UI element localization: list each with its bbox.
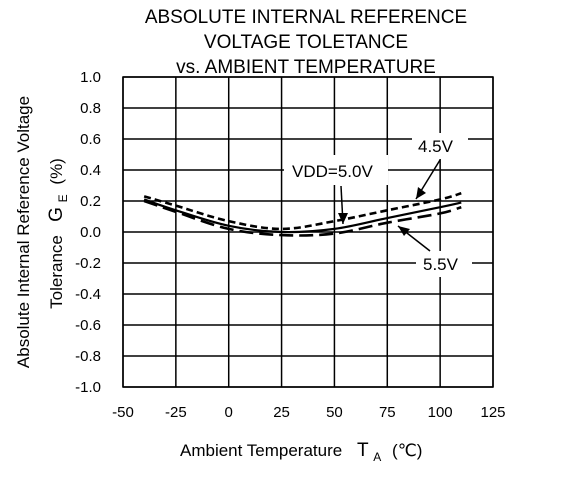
y-tick-label: -1.0 [75, 379, 101, 396]
y-tick-label: 0.4 [80, 162, 101, 179]
series-line-4-5v [143, 192, 462, 231]
chart-title-line-1: ABSOLUTE INTERNAL REFERENCE [145, 7, 467, 28]
series-lines [143, 192, 462, 237]
x-tick-label: 100 [428, 404, 453, 421]
x-tick-label: 25 [273, 404, 290, 421]
chart-title-line-2: VOLTAGE TOLETANCE [204, 32, 408, 53]
x-tick-label: -50 [112, 404, 134, 421]
x-tick-labels: -50 -25 0 25 50 75 100 125 [112, 404, 505, 421]
y-tick-labels: 1.0 0.8 0.6 0.4 0.2 0.0 -0.2 -0.4 -0.6 -0.8 -1.0 [75, 69, 101, 396]
y-tick-label: 0.2 [80, 193, 101, 210]
y-tick-label: 0.6 [80, 131, 101, 148]
x-axis-label: Ambient Temperature T A (℃) [180, 440, 422, 465]
x-tick-label: -25 [165, 404, 187, 421]
y-tick-label: 1.0 [80, 69, 101, 86]
series-line-vdd-5-0v [143, 198, 462, 234]
annotation-5-5v-arrowhead [398, 226, 410, 236]
x-axis-label-main: Ambient Temperature [180, 441, 342, 460]
plot-area [122, 76, 494, 388]
x-axis-label-symbol: T [357, 440, 369, 461]
annotation-bg-vdd [284, 155, 388, 185]
x-tick-label: 75 [379, 404, 396, 421]
annotation-5-5v: 5.5V [423, 255, 459, 274]
x-axis-label-unit: (℃) [392, 441, 422, 460]
annotation-4-5v: 4.5V [418, 137, 454, 156]
y-axis-label-subscript: E [56, 194, 70, 202]
y-axis-label-line-1: Absolute Internal Reference Voltage [14, 96, 33, 368]
y-axis-label-unit: (%) [47, 158, 66, 184]
y-tick-label: -0.8 [75, 348, 101, 365]
annotation-vdd-5-0v: VDD=5.0V [292, 162, 373, 181]
x-tick-label: 50 [326, 404, 343, 421]
y-tick-label: 0.0 [80, 224, 101, 241]
x-tick-label: 0 [225, 404, 233, 421]
series-line-5-5v [143, 199, 462, 237]
y-axis-label-line-2: G E (%) [46, 158, 71, 222]
y-tick-label: -0.6 [75, 317, 101, 334]
y-tick-label: 0.8 [80, 100, 101, 117]
x-axis-label-subscript: A [373, 450, 381, 464]
x-tick-label: 125 [480, 404, 505, 421]
y-axis-label-line-3: Tolerance [47, 235, 66, 309]
y-axis-label-symbol: G [46, 207, 67, 222]
annotation-bg-4-5v [412, 133, 468, 159]
y-tick-label: -0.4 [75, 286, 101, 303]
annotation-4-5v-arrowhead [416, 187, 426, 199]
annotation-vdd-arrowhead [338, 213, 348, 224]
annotation-bg-5-5v [416, 251, 472, 277]
chart-title-line-3: vs. AMBIENT TEMPERATURE [176, 57, 436, 78]
y-tick-label: -0.2 [75, 255, 101, 272]
